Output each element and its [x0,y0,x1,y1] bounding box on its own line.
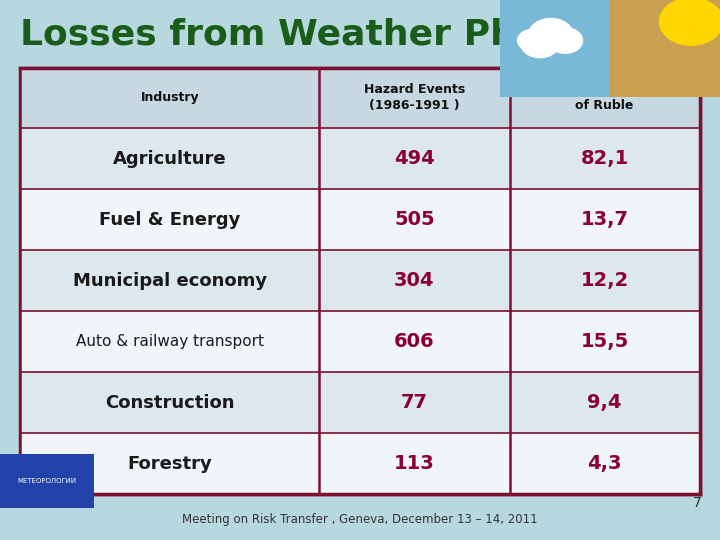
Text: Construction: Construction [105,394,235,411]
Text: 15,5: 15,5 [580,332,629,351]
Circle shape [659,0,720,46]
Text: 13,7: 13,7 [581,211,629,229]
Text: 77: 77 [401,393,428,412]
Circle shape [528,18,574,52]
Bar [500,0,720,97]
Text: 113: 113 [394,454,435,473]
Circle shape [517,29,549,52]
Text: 82,1: 82,1 [580,150,629,168]
Bar [0,454,94,508]
Text: Municipal economy: Municipal economy [73,272,266,290]
Text: МЕТЕОРОЛОГИИ: МЕТЕОРОЛОГИИ [17,477,76,484]
Text: Hazard Events
(1986-1991 ): Hazard Events (1986-1991 ) [364,84,465,112]
Bar [20,251,700,311]
Text: Forestry: Forestry [127,455,212,472]
Text: Losses, Billions
of Ruble: Losses, Billions of Ruble [552,84,658,112]
Bar [20,129,700,190]
Text: 4,3: 4,3 [588,454,622,473]
Text: 494: 494 [394,150,435,168]
Bar [20,433,700,494]
Text: Auto & railway transport: Auto & railway transport [76,334,264,349]
Bar [610,0,720,97]
Bar [20,311,700,372]
Bar [20,190,700,251]
Text: 606: 606 [394,332,435,351]
Text: Industry: Industry [140,91,199,104]
Text: 7: 7 [693,496,702,510]
Text: Losses from Weather Phenomena: Losses from Weather Phenomena [20,17,703,51]
Circle shape [547,27,583,54]
FancyBboxPatch shape [20,68,700,494]
Text: 304: 304 [394,271,435,291]
Text: 9,4: 9,4 [588,393,622,412]
Bar [20,372,700,433]
Text: Agriculture: Agriculture [113,150,227,168]
Text: 505: 505 [394,211,435,229]
Text: Fuel & Energy: Fuel & Energy [99,211,240,229]
Text: 12,2: 12,2 [580,271,629,291]
Bar [20,68,700,129]
Text: Meeting on Risk Transfer , Geneva, December 13 – 14, 2011: Meeting on Risk Transfer , Geneva, Decem… [182,514,538,526]
Circle shape [520,28,560,58]
